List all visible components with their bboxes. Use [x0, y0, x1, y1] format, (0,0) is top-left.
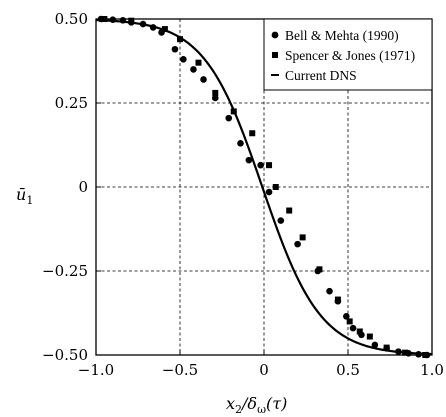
- ticks: [95, 18, 433, 356]
- x-axis-title: x2/δω(τ): [226, 394, 287, 416]
- legend: Bell & Mehta (1990) Spencer & Jones (197…: [263, 18, 433, 91]
- bell-mehta-point-4: [139, 20, 147, 28]
- bell-mehta-point-11: [211, 94, 219, 102]
- spencer-jones-point-6: [230, 108, 237, 115]
- y-tick-label-0: −0.50: [42, 346, 88, 364]
- spencer-jones-point-10: [286, 207, 293, 214]
- bell-mehta-point-16: [265, 188, 273, 196]
- bell-mehta-point-17: [277, 217, 285, 224]
- y-tick-label-1: −0.25: [42, 262, 88, 280]
- y-tick-label-3: 0.25: [55, 94, 88, 112]
- legend-marker-bell-mehta: [271, 31, 279, 39]
- spencer-jones-point-15: [356, 328, 363, 335]
- bell-mehta-point-2: [119, 17, 127, 24]
- y-axis-title-base: ū: [16, 185, 26, 204]
- legend-label-bell-mehta: Bell & Mehta (1990): [285, 28, 399, 43]
- bell-mehta-point-13: [237, 140, 244, 147]
- bell-mehta-point-1: [109, 16, 117, 23]
- spencer-jones-point-5: [212, 89, 219, 96]
- y-tick-label-4: 0.50: [55, 10, 88, 28]
- legend-label-dns: Current DNS: [285, 68, 357, 83]
- spencer-jones-point-13: [334, 296, 341, 303]
- legend-marker-spencer-jones: [272, 52, 278, 58]
- x-axis-title-sub2: ω: [257, 403, 266, 416]
- bell-mehta-point-25: [371, 341, 379, 349]
- spencer-jones-point-9: [272, 184, 279, 190]
- y-axis-title-sub: 1: [26, 194, 33, 207]
- x-tick-label-4: 1.0: [420, 361, 444, 379]
- bell-mehta-point-8: [180, 56, 187, 63]
- bell-mehta-point-12: [225, 114, 233, 122]
- bell-mehta-point-15: [257, 161, 264, 169]
- x-tick-label-2: 0: [259, 361, 269, 379]
- spencer-jones-point-3: [177, 36, 183, 43]
- x-axis-title-sub: 2: [235, 403, 242, 416]
- bell-mehta-point-7: [171, 45, 179, 53]
- bell-mehta-point-23: [349, 324, 357, 332]
- spencer-jones-point-12: [316, 266, 323, 273]
- legend-label-spencer-jones: Spencer & Jones (1971): [285, 48, 415, 63]
- spencer-jones-point-7: [249, 130, 256, 137]
- bell-mehta-point-22: [343, 313, 350, 320]
- spencer-jones-point-8: [266, 162, 273, 169]
- x-axis-title-tail: (τ): [266, 394, 287, 413]
- x-tick-label-3: 0.5: [336, 361, 360, 379]
- bell-mehta-point-10: [200, 76, 207, 83]
- legend-box: [263, 18, 433, 91]
- bell-mehta-point-20: [326, 287, 333, 295]
- y-tick-label-2: 0: [78, 178, 88, 196]
- x-tick-label-0: −1.0: [78, 361, 114, 379]
- bell-mehta-point-14: [245, 156, 253, 164]
- bell-mehta-point-27: [395, 348, 402, 355]
- spencer-jones-point-4: [195, 59, 202, 66]
- spencer-jones-point-11: [299, 234, 306, 241]
- bell-mehta-point-5: [149, 24, 157, 31]
- spencer-jones-point-17: [383, 344, 390, 351]
- y-axis-title: ū1: [16, 185, 33, 207]
- x-axis-title-sep: /δ: [240, 394, 257, 413]
- spencer-jones-point-14: [346, 318, 353, 325]
- bell-mehta-point-18: [294, 240, 301, 248]
- spencer-jones-point-1: [128, 17, 135, 24]
- x-axis-title-base: x: [226, 394, 235, 413]
- bell-mehta-point-29: [415, 351, 422, 358]
- spencer-jones-point-18: [402, 349, 409, 356]
- bell-mehta-point-9: [190, 66, 197, 73]
- spencer-jones-point-16: [366, 333, 373, 340]
- x-tick-label-1: −0.5: [162, 361, 198, 379]
- spencer-jones-point-2: [161, 26, 168, 33]
